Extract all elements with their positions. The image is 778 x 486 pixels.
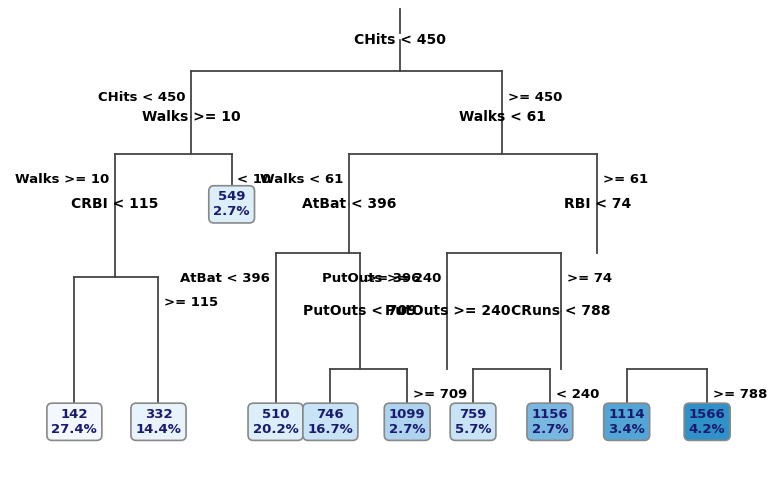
Text: >= 450: >= 450 — [508, 91, 562, 104]
Text: >= 61: >= 61 — [603, 173, 648, 186]
Text: AtBat < 396: AtBat < 396 — [180, 272, 270, 285]
Text: CHits < 450: CHits < 450 — [354, 33, 446, 47]
Text: 1114
3.4%: 1114 3.4% — [608, 408, 645, 436]
Text: 332
14.4%: 332 14.4% — [135, 408, 181, 436]
Text: 510
20.2%: 510 20.2% — [253, 408, 299, 436]
Text: 142
27.4%: 142 27.4% — [51, 408, 97, 436]
Text: < 240: < 240 — [555, 388, 599, 401]
Text: >= 74: >= 74 — [566, 272, 612, 285]
Text: Walks < 61: Walks < 61 — [459, 110, 546, 124]
Text: PutOuts >= 240: PutOuts >= 240 — [322, 272, 442, 285]
Text: Walks < 61: Walks < 61 — [260, 173, 343, 186]
Text: PutOuts >= 240: PutOuts >= 240 — [384, 304, 510, 318]
Text: AtBat < 396: AtBat < 396 — [302, 197, 396, 211]
Text: 759
5.7%: 759 5.7% — [455, 408, 491, 436]
Text: CHits < 450: CHits < 450 — [98, 91, 186, 104]
Text: < 10: < 10 — [237, 173, 272, 186]
Text: >= 115: >= 115 — [164, 296, 219, 309]
Text: 746
16.7%: 746 16.7% — [307, 408, 353, 436]
Text: CRuns < 788: CRuns < 788 — [511, 304, 611, 318]
Text: RBI < 74: RBI < 74 — [564, 197, 631, 211]
Text: 1156
2.7%: 1156 2.7% — [531, 408, 568, 436]
Text: 1566
4.2%: 1566 4.2% — [689, 408, 726, 436]
Text: >= 396: >= 396 — [366, 272, 420, 285]
Text: >= 788: >= 788 — [713, 388, 767, 401]
Text: PutOuts < 709: PutOuts < 709 — [303, 304, 416, 318]
Text: Walks >= 10: Walks >= 10 — [142, 110, 240, 124]
Text: Walks >= 10: Walks >= 10 — [15, 173, 109, 186]
Text: 549
2.7%: 549 2.7% — [213, 191, 250, 218]
Text: >= 709: >= 709 — [413, 388, 468, 401]
Text: 1099
2.7%: 1099 2.7% — [389, 408, 426, 436]
Text: CRBI < 115: CRBI < 115 — [71, 197, 158, 211]
